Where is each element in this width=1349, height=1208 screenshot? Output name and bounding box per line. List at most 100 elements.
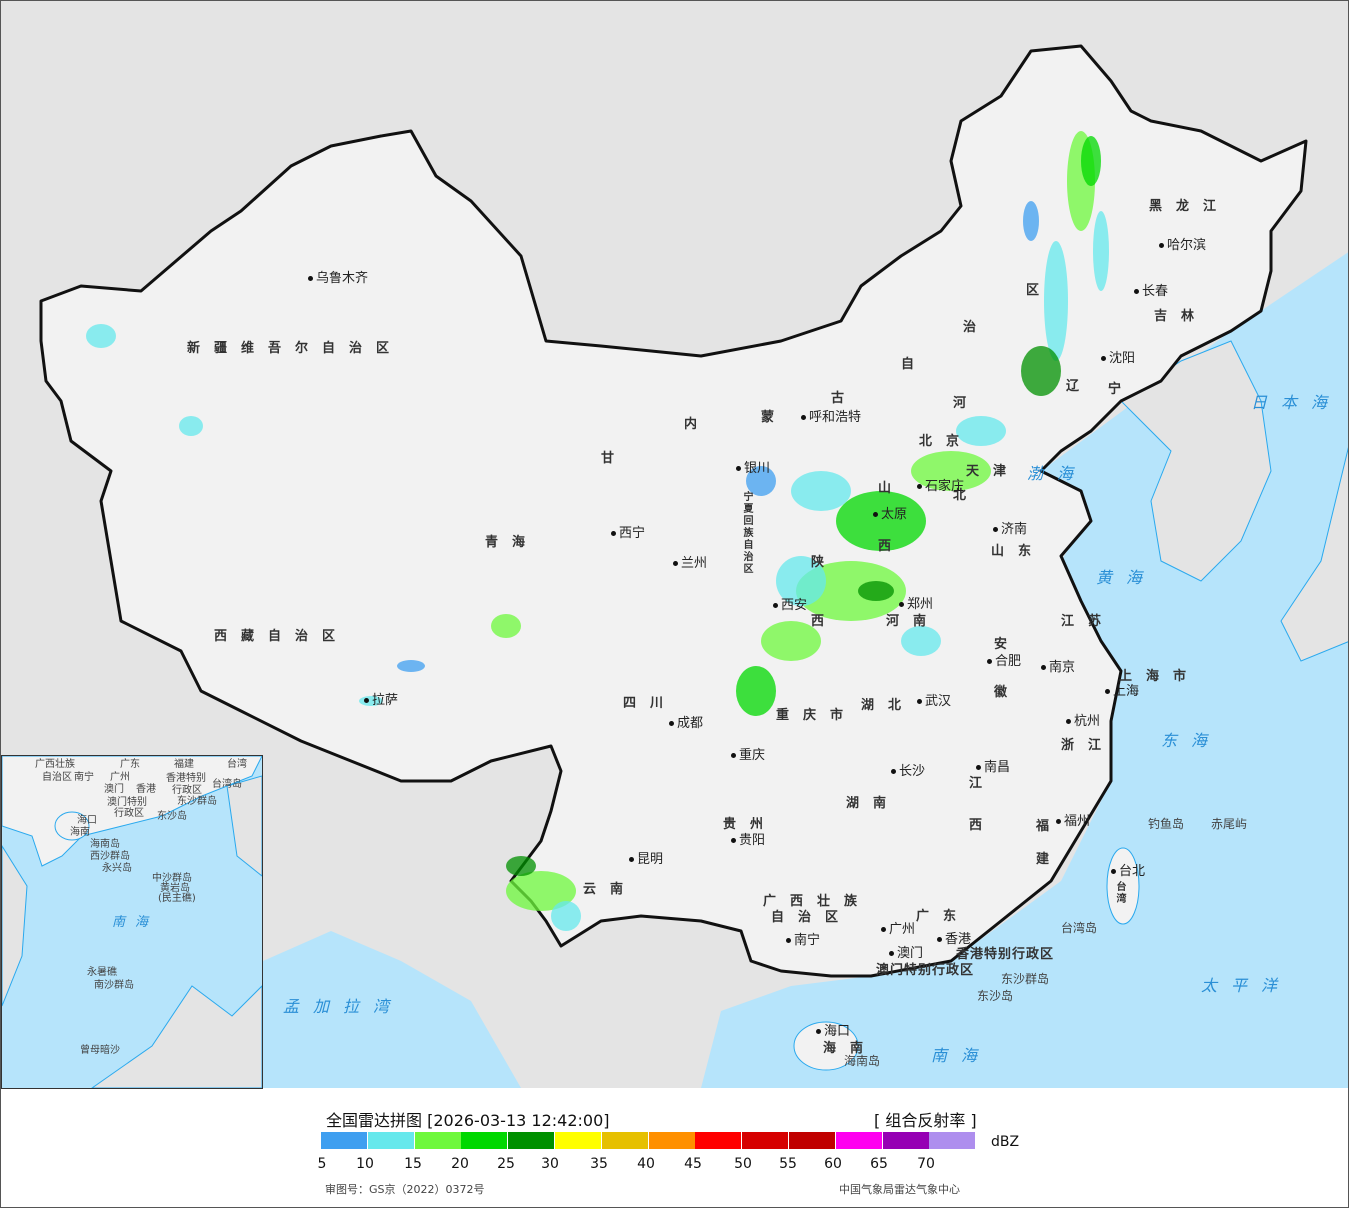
city-label: 呼和浩特 (801, 411, 861, 424)
scale-tick: 5 (317, 1156, 327, 1172)
city-label: 香港 (937, 933, 971, 946)
province-label: 贵州 (723, 817, 778, 832)
radar-echo (86, 324, 116, 348)
scale-swatch (929, 1132, 976, 1149)
province-label: 西 (811, 614, 839, 629)
city-label: 拉萨 (364, 694, 398, 707)
province-label: 古 (831, 391, 859, 406)
province-label: 湖南 (846, 796, 901, 811)
city-label: 兰州 (673, 557, 707, 570)
scale-swatch (648, 1132, 695, 1149)
province-label: 河南 (886, 614, 941, 629)
city-label: 海口 (816, 1025, 850, 1038)
city-label: 杭州 (1066, 715, 1100, 728)
product-label: [ 组合反射率 ] (874, 1111, 977, 1130)
scale-swatch (695, 1132, 742, 1149)
city-label: 长春 (1134, 285, 1168, 298)
province-label: 西藏自治区 (214, 629, 350, 644)
inset-label: 福建 (174, 759, 194, 770)
province-label: 新疆维吾尔自治区 (187, 341, 404, 356)
province-label: 自 (901, 357, 929, 372)
province-label: 澳门特别行政区 (876, 963, 975, 978)
city-label: 合肥 (987, 655, 1021, 668)
sea-label: 日本海 (1251, 393, 1342, 412)
inset-label: 广东 (120, 759, 140, 770)
province-label: 内 (684, 417, 712, 432)
radar-echo (858, 581, 894, 601)
province-label: 吉林 (1154, 309, 1209, 324)
province-label: 福 (1036, 819, 1064, 834)
province-label: 宁夏回族自治区 (741, 491, 752, 575)
city-label: 南昌 (976, 761, 1010, 774)
inset-label: (民主礁) (158, 893, 196, 904)
city-label: 哈尔滨 (1159, 239, 1206, 252)
city-label: 重庆 (731, 749, 765, 762)
radar-echoes (86, 131, 1109, 931)
province-label: 安 (994, 637, 1022, 652)
province-label: 天津 (966, 464, 1021, 479)
scale-swatch (321, 1132, 367, 1149)
province-label: 西 (969, 818, 997, 833)
province-label: 河 (953, 396, 981, 411)
scale-tick: 40 (637, 1156, 655, 1172)
radar-echo (179, 416, 203, 436)
city-label: 郑州 (899, 598, 933, 611)
inset-label: 东沙群岛 (177, 796, 217, 807)
radar-echo (1021, 346, 1061, 396)
province-label: 上海市 (1119, 669, 1201, 684)
south-china-sea-inset: 广西壮族 自治区 南宁 广东 福建 台湾 广州 澳门 香港 香港特别 行政区 台湾岛 澳门特别 行政区 东沙… (1, 755, 263, 1089)
province-label: 海南 (823, 1041, 878, 1056)
city-label: 广州 (881, 923, 915, 936)
sea-label: 太平洋 (1201, 976, 1292, 995)
inset-label: 海口 (77, 815, 97, 826)
sea-label: 南海 (931, 1046, 992, 1065)
inset-label: 香港特别 (166, 773, 206, 784)
city-label: 沈阳 (1101, 352, 1135, 365)
inset-vietnam (2, 845, 28, 1007)
sea-label: 渤海 (1027, 464, 1088, 483)
scale-tick: 55 (779, 1156, 797, 1172)
scale-swatch (508, 1132, 555, 1149)
scale-tick: 60 (824, 1156, 842, 1172)
inset-label: 曾母暗沙 (80, 1045, 120, 1056)
inset-label: 永暑礁 (87, 967, 117, 978)
radar-echo (397, 660, 425, 672)
inset-label: 中沙群岛 (152, 873, 192, 884)
province-label: 云南 (583, 882, 638, 897)
scale-swatch (882, 1132, 929, 1149)
radar-echo (1023, 201, 1039, 241)
approval-number: 审图号：GS京（2022）0372号 (325, 1183, 485, 1196)
province-label: 江苏 (1061, 614, 1116, 629)
province-label: 建 (1036, 852, 1064, 867)
city-label: 西安 (773, 599, 807, 612)
scale-tick: 25 (497, 1156, 515, 1172)
city-label: 澳门 (889, 947, 923, 960)
island-label: 海南岛 (844, 1054, 881, 1068)
korea-peninsula (1120, 340, 1272, 582)
inset-philippines (226, 775, 262, 877)
scale-tick: 65 (870, 1156, 888, 1172)
province-label: 辽 (1066, 379, 1094, 394)
sea-label: 黄海 (1096, 568, 1157, 587)
city-label: 石家庄 (917, 480, 964, 493)
radar-echo (761, 621, 821, 661)
color-scale-bar (321, 1132, 976, 1149)
scale-swatch (742, 1132, 789, 1149)
inset-label: 行政区 (114, 808, 144, 819)
china-radar-map[interactable]: 新疆维吾尔自治区 西藏自治区 青海甘内蒙古自治区黑龙江 吉林辽宁河北山西山东陕西河南宁… (1, 1, 1348, 1089)
inset-borneo (91, 985, 262, 1088)
radar-echo (491, 614, 521, 638)
island-label: 东沙岛 (977, 989, 1014, 1003)
inset-label: 澳门 (104, 784, 124, 795)
province-label: 西 (878, 539, 906, 554)
island-label: 东沙群岛 (1001, 972, 1050, 986)
legend-panel: 全国雷达拼图 [2026-03-13 12:42:00] [ 组合反射率 ] d… (1, 1089, 1348, 1207)
inset-sea-label: 南海 (112, 915, 159, 930)
province-label: 青海 (485, 535, 540, 550)
scale-swatch (461, 1132, 508, 1149)
radar-echo (956, 416, 1006, 446)
scale-swatch (554, 1132, 601, 1149)
province-label: 北京 (919, 434, 974, 449)
scale-tick: 70 (917, 1156, 935, 1172)
